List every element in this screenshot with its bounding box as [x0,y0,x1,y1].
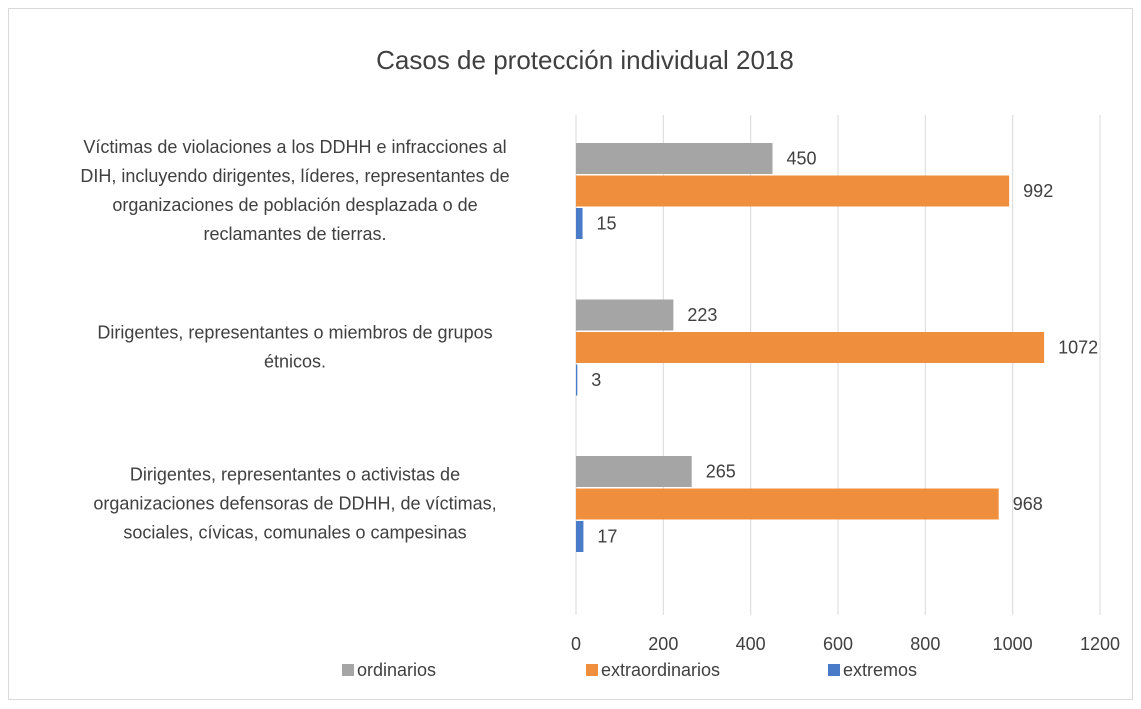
y-tick-label: organizaciones defensoras de DDHH, de ví… [93,494,496,514]
bar [576,488,999,520]
x-tick-label: 400 [736,634,766,654]
bar [576,175,1010,207]
x-tick-label: 800 [910,634,940,654]
data-label: 265 [706,461,736,481]
y-tick-label: Dirigentes, representantes o activistas … [130,465,460,485]
bar [576,456,692,487]
bar [576,521,584,552]
bar [576,299,674,331]
y-tick-label: Víctimas de violaciones a los DDHH e inf… [83,137,506,157]
x-tick-label: 200 [648,634,678,654]
x-tick-label: 1200 [1080,634,1120,654]
legend-label: extraordinarios [601,660,720,680]
x-tick-label: 0 [571,634,581,654]
y-tick-label: organizaciones de población desplazada o… [112,195,477,215]
data-label: 15 [597,213,617,233]
bar [576,208,583,239]
legend-swatch [586,664,598,676]
legend-label: ordinarios [357,660,436,680]
x-tick-label: 600 [823,634,853,654]
chart-title: Casos de protección individual 2018 [376,45,794,75]
data-label: 992 [1023,181,1053,201]
bar [576,364,578,396]
data-label: 3 [591,370,601,390]
data-label: 1072 [1058,337,1098,357]
y-tick-label: sociales, cívicas, comunales o campesina… [123,523,466,543]
data-label: 223 [687,305,717,325]
y-tick-label: reclamantes de tierras. [203,224,386,244]
y-tick-label: DIH, incluyendo dirigentes, líderes, rep… [80,166,509,186]
legend-swatch [828,664,840,676]
data-label: 450 [787,148,817,168]
bar [576,143,773,174]
x-tick-label: 1000 [993,634,1033,654]
legend-swatch [342,664,354,676]
data-label: 968 [1013,494,1043,514]
data-label: 17 [597,526,617,546]
y-tick-label: Dirigentes, representantes o miembros de… [97,323,492,343]
y-tick-label: étnicos. [264,352,326,372]
legend-label: extremos [843,660,917,680]
bar [576,332,1045,363]
